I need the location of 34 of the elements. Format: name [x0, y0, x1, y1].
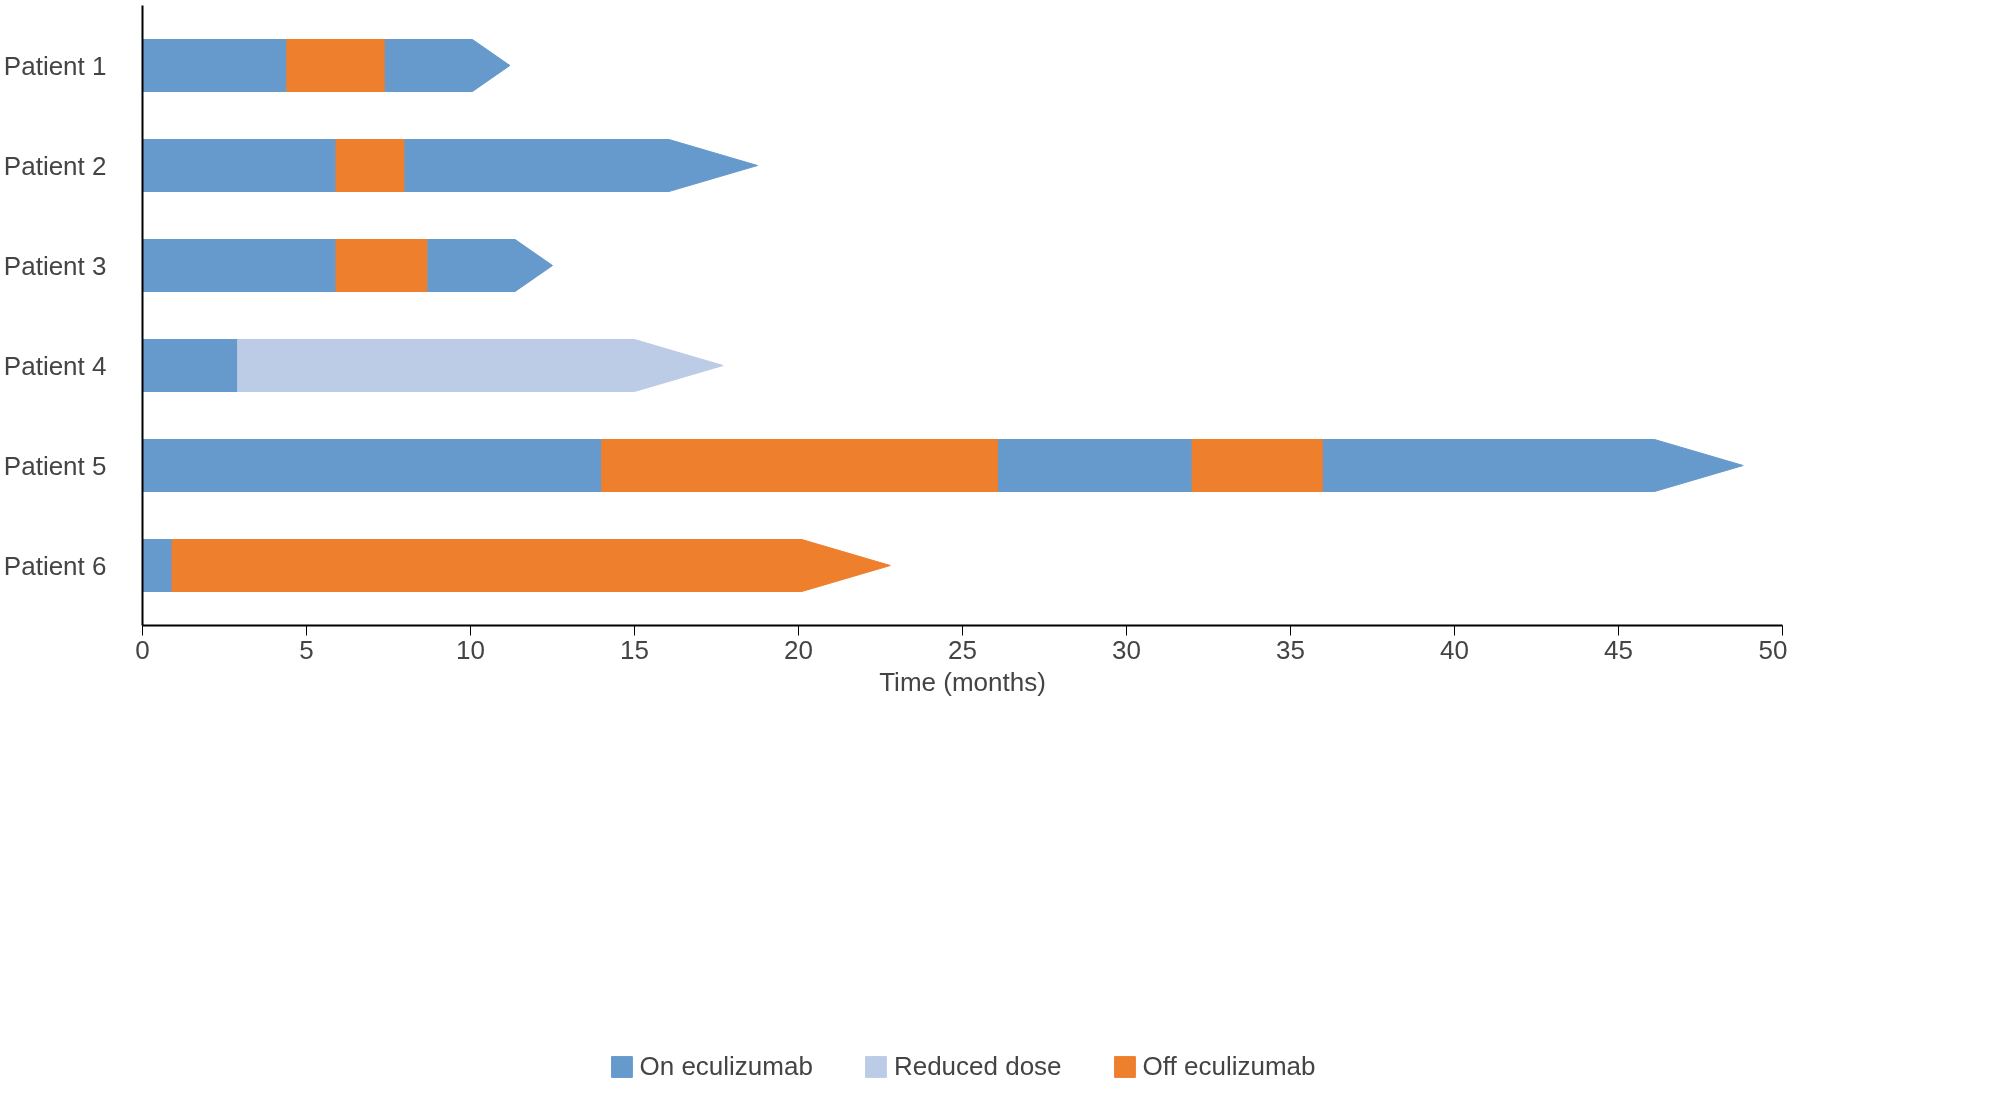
x-tick-label: 40: [1440, 634, 1469, 665]
y-tick-label: Patient 4: [3, 350, 107, 381]
x-tick-label: 30: [1112, 634, 1141, 665]
bar: [142, 439, 603, 492]
bar: [601, 439, 1000, 492]
y-tick-label: Patient 6: [3, 550, 107, 581]
x-tick-label: 0: [135, 634, 150, 665]
x-tick-label: 5: [299, 634, 314, 665]
legend-label: On eculizumab: [639, 1050, 813, 1082]
y-tick-label: Patient 5: [3, 450, 107, 481]
bar: [286, 39, 386, 92]
x-tick-label: 35: [1276, 634, 1305, 665]
y-tick-label: Patient 1: [3, 50, 107, 81]
bar: [142, 539, 173, 592]
legend-label: Reduced dose: [893, 1050, 1062, 1082]
x-tick-label: 50: [1758, 634, 1788, 665]
bar: [171, 539, 891, 592]
bar: [998, 439, 1193, 492]
y-tick-label: Patient 2: [3, 150, 107, 181]
x-tick-label: 10: [456, 634, 485, 665]
y-tick-label: Patient 3: [3, 250, 107, 281]
x-axis-title: Time (months): [879, 666, 1046, 697]
x-tick-label: 15: [620, 634, 649, 665]
bar: [142, 239, 337, 292]
x-tick-label: 25: [948, 634, 977, 665]
bar: [142, 339, 239, 392]
x-tick-label: 20: [784, 634, 813, 665]
bar: [335, 139, 406, 192]
x-tick-label: 45: [1604, 634, 1633, 665]
bar: [142, 39, 288, 92]
bar: [335, 239, 429, 292]
bar: [1191, 439, 1324, 492]
legend-label: Off eculizumab: [1142, 1050, 1316, 1082]
bar: [142, 139, 337, 192]
